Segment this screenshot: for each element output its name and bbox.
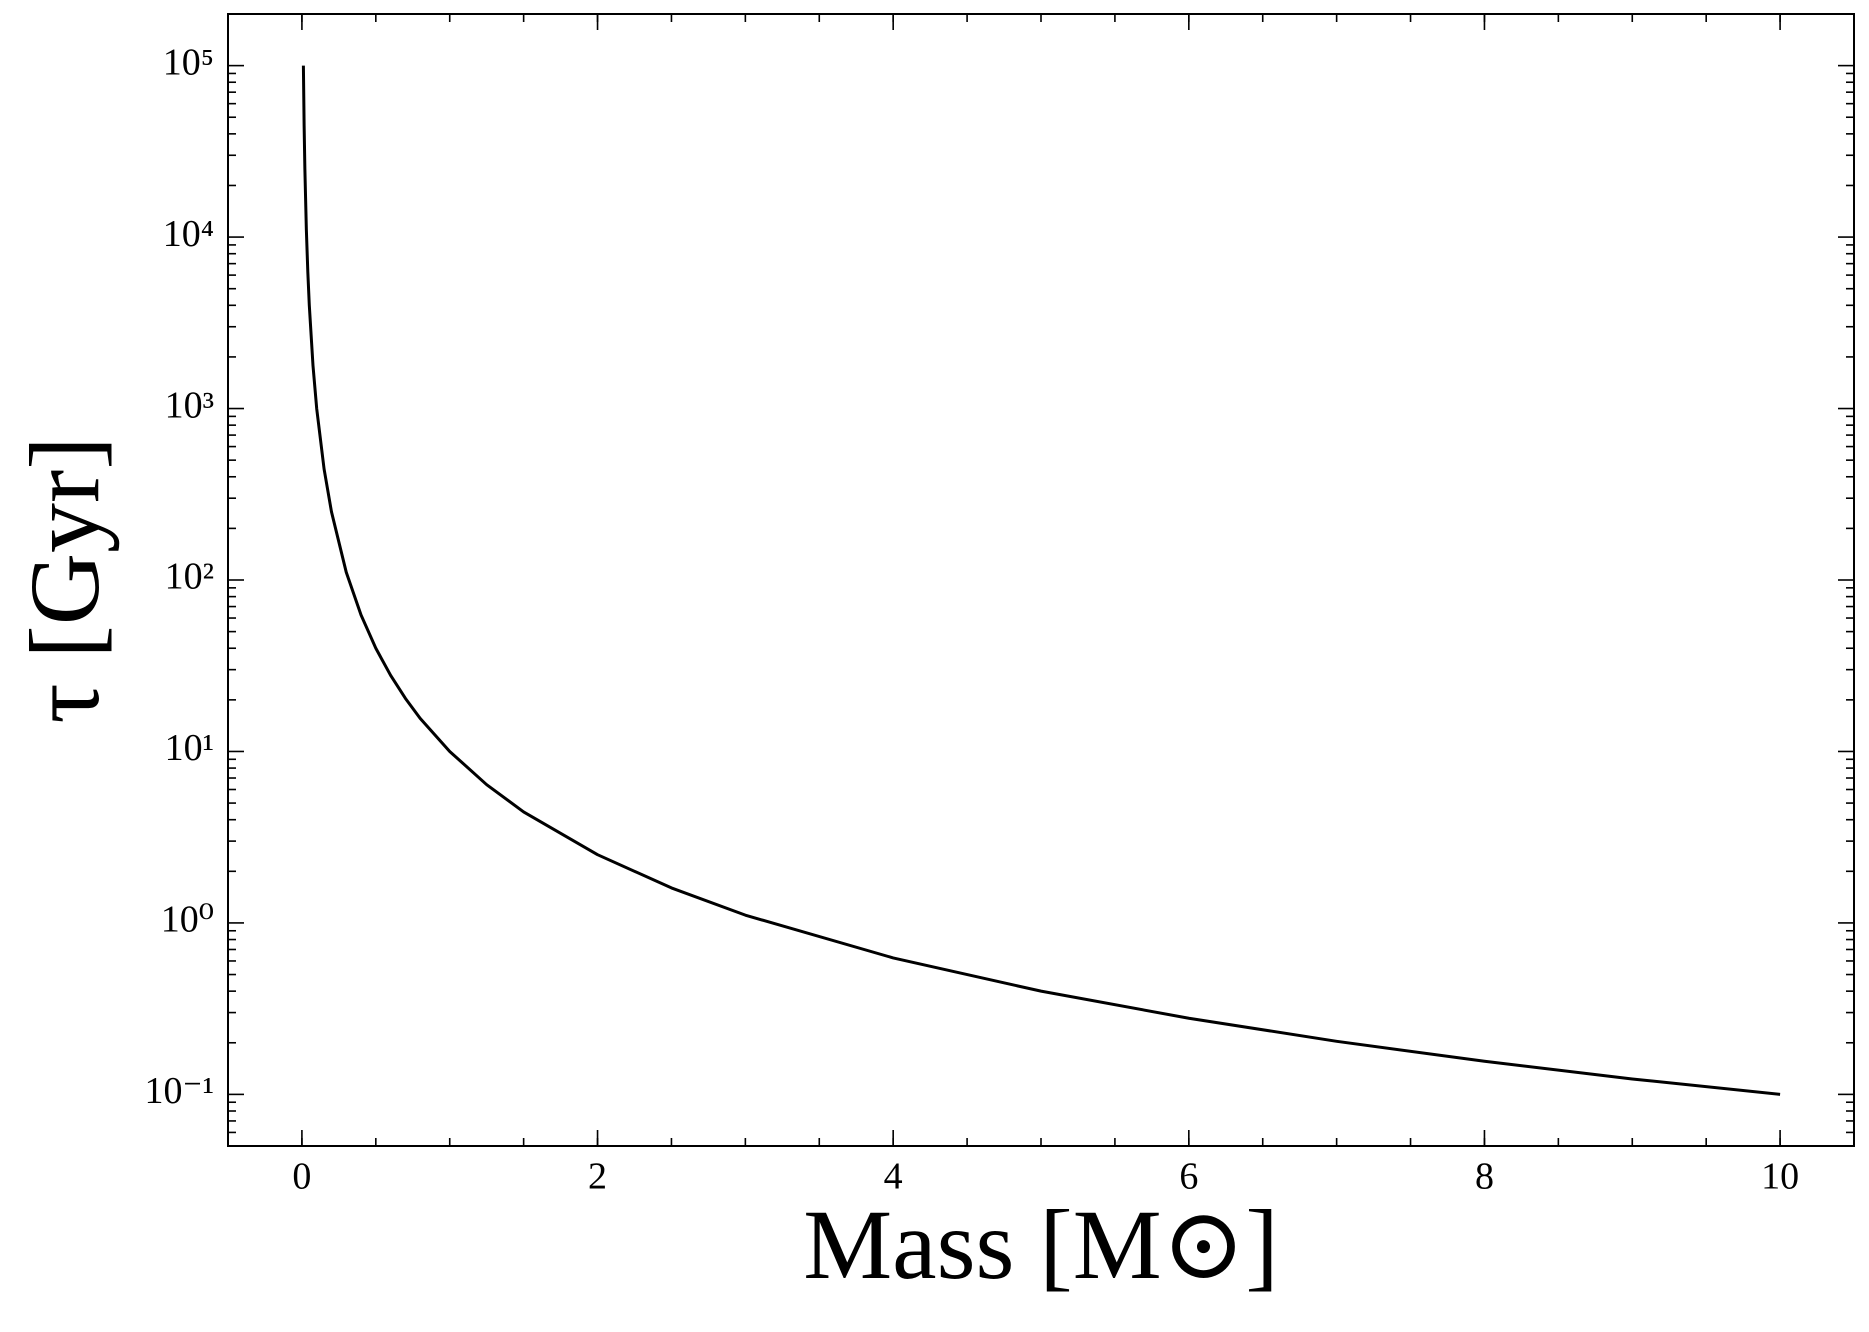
x-tick-label: 8 <box>1475 1156 1494 1198</box>
y-tick-label: 10⁻¹ <box>145 1070 214 1112</box>
x-tick-label: 0 <box>292 1156 311 1198</box>
x-tick-label: 2 <box>588 1156 607 1198</box>
y-tick-label: 10⁴ <box>163 213 214 255</box>
plot-frame <box>227 13 1855 1147</box>
data-line <box>301 65 1781 1096</box>
y-tick-label: 10⁰ <box>161 899 214 941</box>
x-axis-label: Mass [M⊙] <box>803 1189 1278 1300</box>
y-tick-label: 10³ <box>165 384 214 426</box>
y-tick-label: 10¹ <box>165 727 214 769</box>
x-tick-label: 6 <box>1179 1156 1198 1198</box>
y-tick-label: 10² <box>165 556 214 598</box>
y-tick-label: 10⁵ <box>163 41 214 83</box>
x-tick-label: 10 <box>1761 1156 1799 1198</box>
y-axis-label: τ [Gyr] <box>9 436 120 723</box>
x-tick-label: 4 <box>884 1156 903 1198</box>
